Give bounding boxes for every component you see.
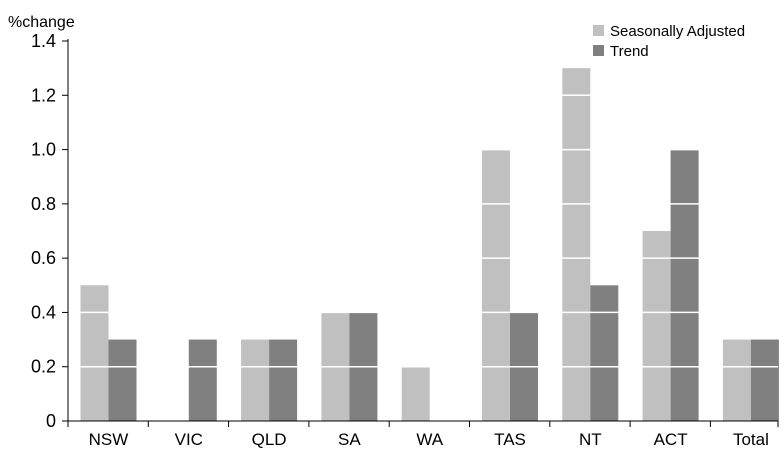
legend-swatch-seasonally-adjusted <box>593 25 604 36</box>
bar-total-trend <box>750 339 779 421</box>
y-tick-label: 0.4 <box>31 302 56 322</box>
bar-act-seasonally-adjusted <box>642 231 671 421</box>
axes-layer <box>62 39 779 427</box>
bar-qld-seasonally-adjusted <box>241 339 270 421</box>
gridlines-layer <box>68 40 778 368</box>
x-category-label: SA <box>338 430 361 449</box>
legend-label: Seasonally Adjusted <box>610 23 745 40</box>
x-category-label: Total <box>733 430 769 449</box>
bar-nt-seasonally-adjusted <box>562 68 591 422</box>
bar-nsw-trend <box>108 339 137 421</box>
y-tick-label: 1.4 <box>31 31 56 51</box>
y-tick-label: 1.2 <box>31 85 56 105</box>
bar-wa-seasonally-adjusted <box>401 366 430 421</box>
legend-swatch-trend <box>593 45 604 56</box>
legend-label: Trend <box>610 43 649 60</box>
x-category-label: TAS <box>494 430 526 449</box>
x-category-labels: NSW VIC QLD SA WA TAS NT ACT Total <box>89 430 769 449</box>
bar-tas-seasonally-adjusted <box>482 149 510 422</box>
y-tick-labels: 0 0.2 0.4 0.6 0.8 1.0 1.2 1.4 <box>31 31 56 431</box>
bar-nt-trend <box>590 285 619 421</box>
x-category-label: NT <box>579 430 602 449</box>
x-category-label: QLD <box>252 430 287 449</box>
x-category-label: NSW <box>89 430 129 449</box>
y-tick-label: 0.2 <box>31 357 56 377</box>
legend: Seasonally Adjusted Trend <box>593 23 745 60</box>
x-category-label: WA <box>416 430 443 449</box>
bar-vic-trend <box>188 339 217 421</box>
y-tick-label: 1.0 <box>31 140 56 160</box>
bar-total-seasonally-adjusted <box>722 339 751 421</box>
bar-qld-trend <box>269 339 298 421</box>
bar-act-trend <box>670 149 699 422</box>
bars-layer <box>80 68 779 422</box>
bar-nsw-seasonally-adjusted <box>80 285 109 421</box>
y-tick-label: 0 <box>46 411 56 431</box>
y-tick-label: 0.6 <box>31 248 56 268</box>
y-tick-label: 0.8 <box>31 194 56 214</box>
x-category-label: VIC <box>175 430 203 449</box>
y-unit-label: %change <box>8 14 75 31</box>
x-category-label: ACT <box>654 430 688 449</box>
